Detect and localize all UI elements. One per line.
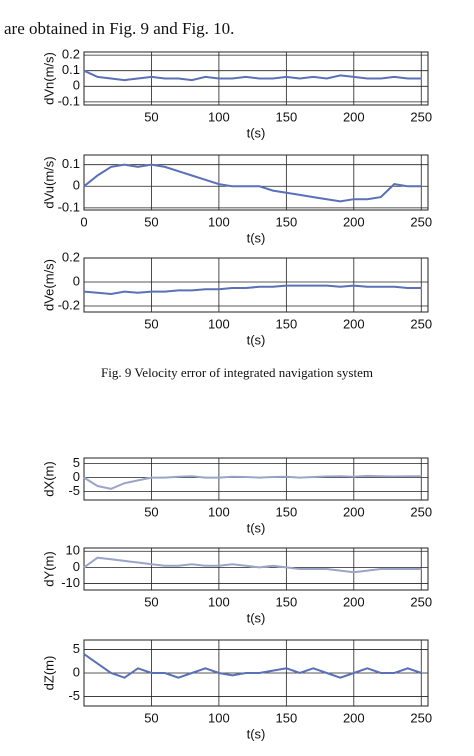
x-axis-label: t(s): [247, 610, 266, 625]
data-line: [83, 653, 422, 679]
y-tick-label: 0.1: [62, 62, 80, 77]
axes-box: [83, 457, 429, 501]
x-tick-label: 250: [410, 109, 432, 124]
x-tick-label: 150: [276, 710, 298, 725]
x-tick-label: 150: [276, 214, 298, 229]
x-tick-label: 250: [410, 504, 432, 519]
x-tick-label: 150: [276, 504, 298, 519]
x-tick-label: 200: [343, 710, 365, 725]
x-tick-label: 250: [410, 316, 432, 331]
y-axis-label: dY(m): [41, 551, 56, 586]
x-tick-label: 250: [410, 214, 432, 229]
y-tick-label: 0: [73, 273, 80, 288]
x-tick-label: 150: [276, 594, 298, 609]
y-tick-label: -5: [68, 483, 80, 498]
x-tick-label: 50: [144, 316, 158, 331]
y-tick-label: 5: [73, 455, 80, 470]
data-line: [83, 163, 422, 203]
y-tick-label: 0.2: [62, 47, 80, 62]
x-tick-label: 100: [208, 504, 230, 519]
y-tick-label: 0: [73, 469, 80, 484]
y-tick-label: 0.2: [62, 249, 80, 264]
x-tick-label: 100: [208, 109, 230, 124]
data-line: [83, 556, 422, 574]
y-tick-label: -0.2: [58, 297, 80, 312]
x-axis-label: t(s): [247, 520, 266, 535]
x-tick-label: 50: [144, 214, 158, 229]
data-line: [83, 284, 422, 296]
x-tick-label: 200: [343, 504, 365, 519]
x-tick-label: 200: [343, 316, 365, 331]
axes-box: [83, 547, 429, 591]
y-axis-label: dX(m): [41, 461, 56, 496]
x-tick-label: 50: [144, 504, 158, 519]
x-tick-label: 100: [208, 710, 230, 725]
y-tick-label: 0: [73, 559, 80, 574]
axes-box: [83, 51, 429, 106]
y-axis-label: dVe(m/s): [41, 259, 56, 311]
y-tick-label: -10: [61, 575, 80, 590]
axes-box: [83, 257, 429, 313]
data-line: [83, 474, 422, 490]
x-tick-label: 200: [343, 594, 365, 609]
y-tick-label: 0: [73, 178, 80, 193]
y-tick-label: 0: [73, 664, 80, 679]
x-axis-label: t(s): [247, 125, 266, 140]
y-tick-label: 0: [73, 78, 80, 93]
figure-caption: Fig. 9 Velocity error of integrated navi…: [101, 365, 373, 380]
y-axis-label: dZ(m): [41, 656, 56, 691]
x-tick-label: 50: [144, 109, 158, 124]
x-tick-label: 200: [343, 109, 365, 124]
y-tick-label: -5: [68, 688, 80, 703]
x-tick-label: 100: [208, 316, 230, 331]
y-tick-label: 10: [66, 543, 80, 558]
y-tick-label: -0.1: [58, 93, 80, 108]
x-tick-label: 250: [410, 594, 432, 609]
axes-box: [83, 154, 429, 211]
body-text: are obtained in Fig. 9 and Fig. 10.: [4, 19, 234, 38]
x-tick-label: 100: [208, 214, 230, 229]
y-tick-label: 5: [73, 641, 80, 656]
x-tick-label: 50: [144, 594, 158, 609]
x-tick-label: 150: [276, 316, 298, 331]
data-line: [83, 69, 422, 82]
x-tick-label: 0: [80, 214, 87, 229]
y-axis-label: dVn(m/s): [41, 52, 56, 105]
y-tick-label: 0.1: [62, 156, 80, 171]
x-tick-label: 150: [276, 109, 298, 124]
x-tick-label: 250: [410, 710, 432, 725]
x-tick-label: 200: [343, 214, 365, 229]
x-tick-label: 50: [144, 710, 158, 725]
y-tick-label: -0.1: [58, 199, 80, 214]
x-axis-label: t(s): [247, 332, 266, 347]
x-axis-label: t(s): [247, 230, 266, 245]
x-axis-label: t(s): [247, 726, 266, 741]
x-tick-label: 100: [208, 594, 230, 609]
y-axis-label: dVu(m/s): [41, 156, 56, 208]
